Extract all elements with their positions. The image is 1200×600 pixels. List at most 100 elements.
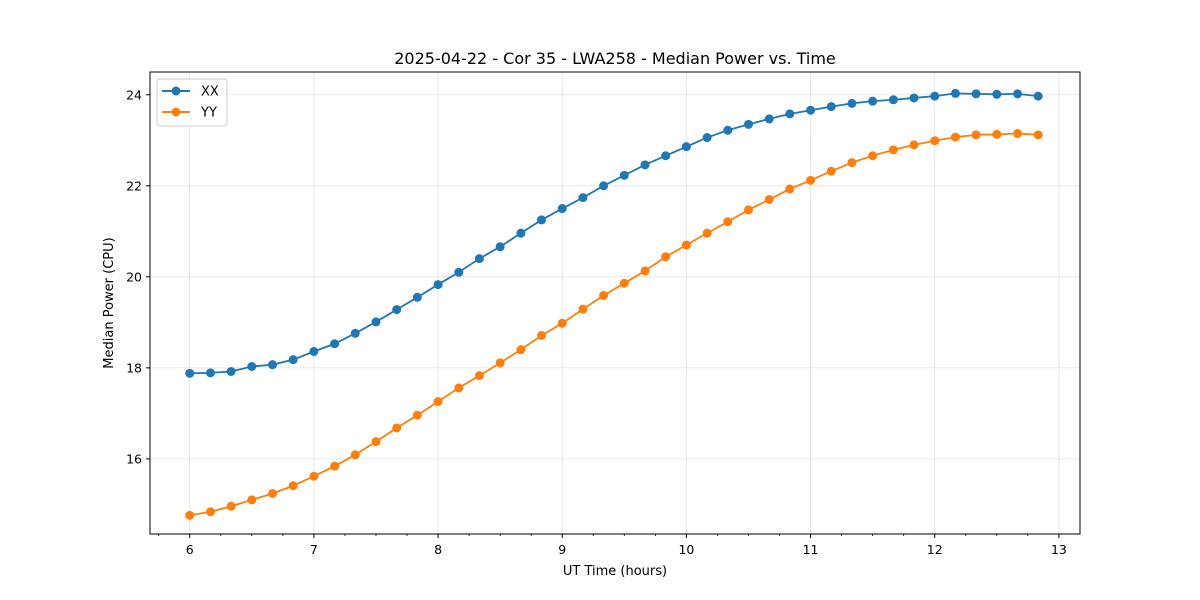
data-point-yy (950, 132, 960, 142)
data-point-yy (599, 290, 609, 300)
chart-title: 2025-04-22 - Cor 35 - LWA258 - Median Po… (394, 49, 836, 68)
data-point-xx (909, 93, 919, 103)
data-point-xx (330, 339, 340, 349)
data-point-yy (350, 450, 360, 460)
x-axis: 6 7 8 9 10 11 12 13 (158, 534, 1067, 557)
data-point-yy (847, 158, 857, 168)
data-point-yy (330, 461, 340, 471)
data-point-yy (930, 136, 940, 146)
data-point-xx (868, 96, 878, 106)
y-tick-label: 20 (126, 269, 142, 284)
data-point-yy (454, 383, 464, 393)
legend: XX YY (156, 78, 228, 127)
data-point-xx (454, 267, 464, 277)
data-point-xx (992, 89, 1002, 99)
data-point-xx (288, 355, 298, 365)
data-point-xx (268, 360, 278, 370)
data-point-yy (371, 437, 381, 447)
y-axis-label: Median Power (CPU) (102, 237, 117, 368)
data-point-xx (619, 170, 629, 180)
data-point-yy (826, 166, 836, 176)
data-point-xx (640, 160, 650, 170)
data-point-xx (723, 125, 733, 135)
data-point-yy (640, 266, 650, 276)
data-point-xx (536, 215, 546, 225)
data-point-xx (309, 346, 319, 356)
data-point-xx (950, 88, 960, 98)
data-point-yy (1013, 128, 1023, 138)
data-point-yy (681, 240, 691, 250)
y-tick-label: 24 (126, 87, 142, 102)
series-xx (185, 88, 1043, 378)
data-point-yy (495, 358, 505, 368)
data-point-xx (847, 98, 857, 108)
data-point-xx (474, 254, 484, 264)
data-point-yy (806, 175, 816, 185)
grid (150, 72, 1080, 534)
data-point-xx (743, 119, 753, 129)
x-axis-label: UT Time (hours) (563, 564, 667, 579)
x-tick-label: 11 (803, 542, 819, 557)
data-point-xx (412, 292, 422, 302)
x-tick-label: 6 (186, 542, 194, 557)
data-point-xx (226, 367, 236, 377)
legend-marker-xx (171, 86, 181, 96)
x-tick-label: 8 (434, 542, 442, 557)
data-point-yy (578, 304, 588, 314)
x-tick-label: 13 (1051, 542, 1067, 557)
data-point-yy (205, 507, 215, 517)
legend-label-yy: YY (200, 106, 217, 121)
data-point-xx (599, 181, 609, 191)
data-point-yy (743, 205, 753, 215)
y-tick-label: 16 (126, 451, 142, 466)
data-point-yy (909, 140, 919, 150)
data-point-xx (205, 368, 215, 378)
data-point-yy (764, 194, 774, 204)
data-point-xx (826, 102, 836, 112)
data-point-xx (702, 133, 712, 143)
data-point-yy (723, 217, 733, 227)
series-yy (185, 128, 1043, 520)
data-point-xx (185, 368, 195, 378)
x-tick-label: 9 (558, 542, 566, 557)
data-point-xx (681, 142, 691, 152)
data-point-yy (392, 423, 402, 433)
data-point-xx (971, 89, 981, 99)
data-point-yy (433, 397, 443, 407)
data-point-yy (888, 145, 898, 155)
data-point-xx (806, 105, 816, 115)
data-point-xx (1033, 91, 1043, 101)
legend-marker-yy (171, 107, 181, 117)
data-point-yy (516, 345, 526, 355)
legend-label-xx: XX (201, 85, 219, 100)
x-tick-label: 7 (310, 542, 318, 557)
data-point-xx (785, 109, 795, 119)
data-point-xx (495, 242, 505, 252)
data-point-yy (247, 495, 257, 505)
data-point-yy (619, 278, 629, 288)
data-point-yy (268, 488, 278, 498)
data-point-yy (185, 510, 195, 520)
data-point-xx (764, 114, 774, 124)
data-point-xx (392, 305, 402, 315)
data-point-yy (992, 129, 1002, 139)
data-point-yy (309, 471, 319, 481)
data-point-yy (536, 331, 546, 341)
data-point-xx (516, 228, 526, 238)
data-point-yy (702, 228, 712, 238)
data-point-xx (661, 151, 671, 161)
data-point-yy (971, 130, 981, 140)
data-point-xx (578, 193, 588, 203)
data-point-xx (557, 204, 567, 214)
y-tick-label: 22 (126, 178, 142, 193)
y-tick-label: 18 (126, 360, 142, 375)
data-point-yy (288, 481, 298, 491)
y-axis: 16 18 20 22 24 (126, 87, 150, 466)
data-point-yy (557, 318, 567, 328)
data-point-xx (930, 91, 940, 101)
data-point-xx (888, 95, 898, 105)
data-point-yy (474, 371, 484, 381)
x-tick-label: 10 (678, 542, 694, 557)
data-point-yy (785, 184, 795, 194)
